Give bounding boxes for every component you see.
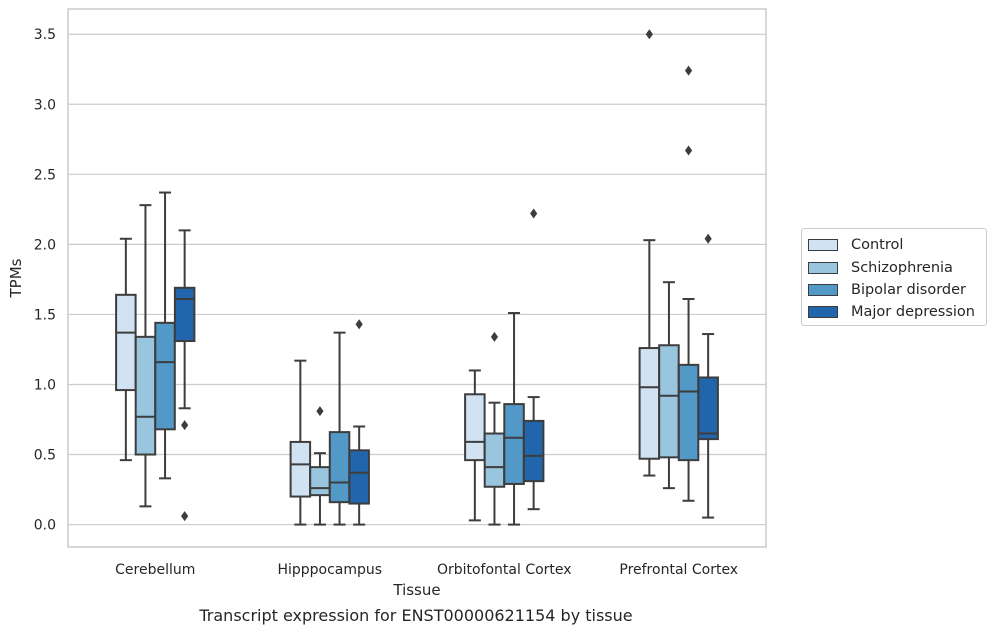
box-iqr [658, 344, 680, 459]
box-0-2 [154, 191, 176, 480]
y-tick-label-5: 2.5 [34, 167, 56, 183]
box-iqr [154, 321, 176, 431]
outlier-point-0 [530, 208, 538, 219]
box-0-1 [134, 204, 157, 508]
y-tick-label-2: 1.0 [34, 377, 56, 393]
x-tick-label-1: Hipppocampus [277, 562, 382, 578]
y-tick-label-6: 3.0 [34, 97, 56, 113]
plot-frame [67, 8, 767, 548]
box-3-0 [638, 29, 661, 477]
box-iqr [677, 363, 700, 462]
legend-label-bipolar-disorder: Bipolar disorder [851, 282, 966, 298]
legend-item-bipolar-disorder: Bipolar disorder [808, 280, 966, 300]
box-iqr [134, 335, 157, 456]
box-iqr [289, 440, 312, 498]
y-tick-label-4: 2.0 [34, 237, 56, 253]
x-axis-label: Tissue [392, 581, 440, 599]
legend-item-schizophrenia: Schizophrenia [808, 258, 953, 278]
outlier-point-1 [181, 511, 189, 522]
box-iqr [309, 466, 331, 497]
box-iqr [464, 393, 486, 462]
box-1-2 [328, 331, 351, 526]
box-0-0 [115, 237, 137, 462]
box-iqr [483, 432, 506, 488]
outlier-point-0 [490, 331, 499, 342]
box-iqr [328, 431, 351, 504]
box-iqr [503, 403, 525, 485]
x-tick-label-0: Cerebellum [115, 562, 195, 578]
outlier-point-0 [645, 29, 653, 40]
y-tick-label-0: 0.0 [34, 518, 56, 534]
box-iqr [697, 376, 719, 441]
box-3-3 [697, 233, 719, 519]
box-iqr [522, 419, 545, 483]
box-iqr [115, 293, 137, 392]
legend-swatch-schizophrenia [808, 262, 838, 274]
box-2-2 [503, 312, 525, 526]
y-tick-label-1: 0.5 [34, 448, 56, 464]
legend: Control Schizophrenia Bipolar disorder M… [801, 228, 987, 326]
x-tick-label-2: Orbitofontal Cortex [437, 562, 572, 578]
box-plot-marks [115, 29, 719, 526]
legend-label-schizophrenia: Schizophrenia [851, 260, 953, 276]
y-tick-labels: 0.0 0.5 1.0 1.5 2.0 2.5 3.0 3.5 [34, 27, 56, 533]
box-2-3 [522, 208, 545, 511]
box-iqr [348, 449, 370, 505]
y-tick-label-7: 3.5 [34, 27, 56, 43]
legend-item-control: Control [808, 235, 903, 255]
x-tick-labels: Cerebellum Hipppocampus Orbitofontal Corte… [115, 562, 738, 578]
legend-label-control: Control [851, 237, 904, 253]
legend-swatch-bipolar-disorder [808, 284, 838, 296]
chart-caption: Transcript expression for ENST0000062115… [199, 606, 633, 625]
box-1-0 [289, 359, 312, 526]
legend-swatch-control [808, 239, 838, 251]
box-iqr [638, 347, 661, 460]
outlier-point-1 [684, 65, 693, 76]
y-axis-label: TPMs [7, 258, 25, 298]
box-1-3 [348, 319, 370, 526]
legend-item-major-depression: Major depression [808, 302, 975, 322]
box-3-2 [677, 65, 700, 502]
box-2-1 [483, 331, 506, 526]
box-iqr [173, 286, 196, 343]
outlier-point-0 [355, 319, 363, 330]
outlier-point-0 [704, 233, 712, 244]
outlier-point-0 [181, 420, 189, 431]
box-0-3 [173, 229, 196, 522]
x-tick-label-3: Prefrontal Cortex [619, 562, 738, 578]
y-tick-label-3: 1.5 [34, 307, 56, 323]
box-2-0 [464, 369, 486, 522]
box-3-1 [658, 281, 680, 490]
box-1-1 [309, 406, 331, 526]
outlier-point-0 [684, 145, 693, 156]
outlier-point-0 [316, 406, 324, 417]
legend-swatch-major-depression [808, 306, 838, 318]
legend-label-major-depression: Major depression [851, 304, 975, 320]
